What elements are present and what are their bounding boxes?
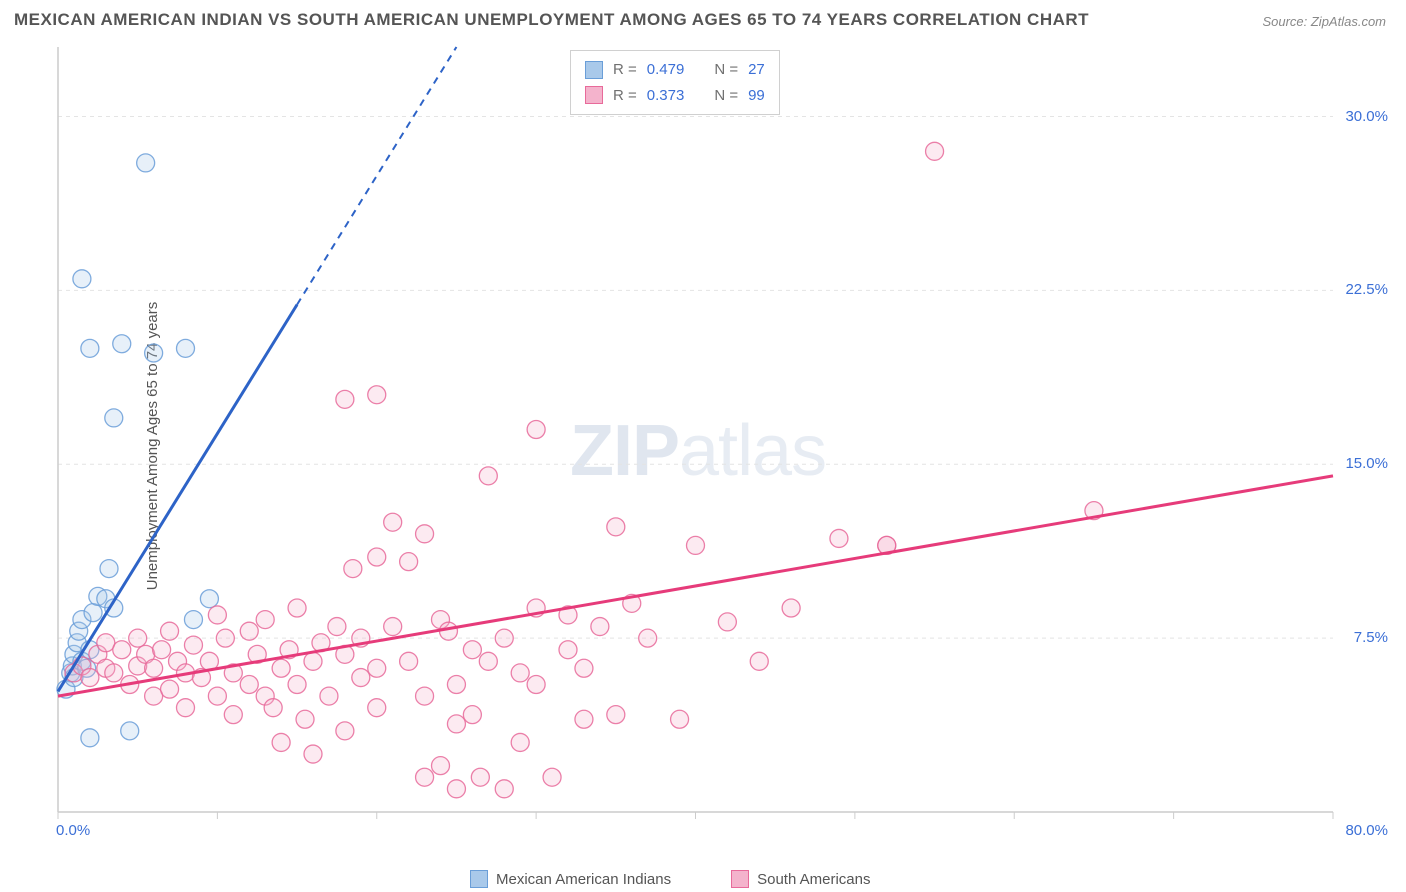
stats-r-value-2: 0.373 xyxy=(647,83,685,109)
y-tick-label: 7.5% xyxy=(1354,629,1388,646)
scatter-svg xyxy=(53,42,1393,842)
stats-n-value-2: 99 xyxy=(748,83,765,109)
stats-n-label-1: N = xyxy=(714,57,738,83)
legend-label-series1: Mexican American Indians xyxy=(496,871,671,888)
y-tick-label: 30.0% xyxy=(1345,108,1388,125)
stats-r-label-2: R = xyxy=(613,83,637,109)
y-tick-label: 15.0% xyxy=(1345,455,1388,472)
legend-item-series2: South Americans xyxy=(731,870,870,888)
stats-r-label-1: R = xyxy=(613,57,637,83)
x-tick-label: 80.0% xyxy=(1345,822,1388,839)
stats-r-value-1: 0.479 xyxy=(647,57,685,83)
stats-row-series2: R = 0.373 N = 99 xyxy=(585,83,765,109)
stats-box: R = 0.479 N = 27 R = 0.373 N = 99 xyxy=(570,50,780,115)
legend-label-series2: South Americans xyxy=(757,871,870,888)
stats-n-value-1: 27 xyxy=(748,57,765,83)
stats-row-series1: R = 0.479 N = 27 xyxy=(585,57,765,83)
legend-swatch-series1 xyxy=(470,870,488,888)
stats-swatch-series1 xyxy=(585,61,603,79)
plot-area xyxy=(53,42,1393,842)
legend-item-series1: Mexican American Indians xyxy=(470,870,671,888)
source-label: Source: ZipAtlas.com xyxy=(1262,14,1386,29)
y-tick-label: 22.5% xyxy=(1345,281,1388,298)
stats-swatch-series2 xyxy=(585,86,603,104)
chart-title: MEXICAN AMERICAN INDIAN VS SOUTH AMERICA… xyxy=(14,10,1089,30)
legend: Mexican American Indians South Americans xyxy=(470,870,871,888)
x-tick-label: 0.0% xyxy=(56,822,90,839)
legend-swatch-series2 xyxy=(731,870,749,888)
stats-n-label-2: N = xyxy=(714,83,738,109)
